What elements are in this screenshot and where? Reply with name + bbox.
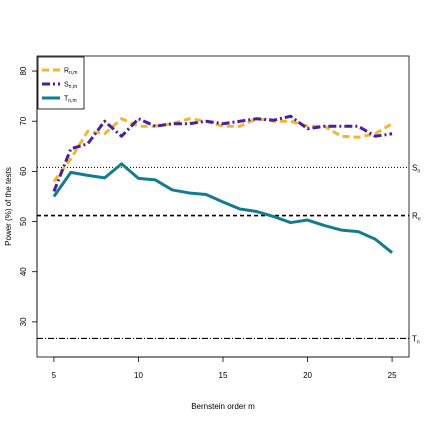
y-tick-label: 80 (19, 66, 28, 75)
x-axis: 5 10 15 20 25 (52, 356, 397, 380)
x-tick-label: 10 (134, 371, 143, 380)
series-lines (52, 114, 394, 254)
x-tick-label: 15 (219, 371, 228, 380)
series-line-s (52, 114, 393, 193)
y-tick-label: 70 (19, 116, 28, 125)
reference-label-s: Sn (412, 163, 420, 174)
y-tick-label: 40 (19, 267, 28, 276)
y-tick-label: 60 (19, 166, 28, 175)
legend-label-t: Tn,m (64, 96, 77, 105)
reference-lines: Sn Rn Tn (37, 163, 421, 345)
x-tick-label: 5 (52, 371, 57, 380)
series-line-t (52, 162, 394, 254)
x-tick-label: 25 (388, 371, 397, 380)
plot-frame (36, 55, 410, 358)
y-tick-label: 30 (19, 317, 28, 326)
y-axis: 30 40 50 60 70 80 (19, 66, 38, 326)
reference-label-r: Rn (412, 212, 421, 223)
y-axis-title: Power (%) of the tests (4, 167, 13, 246)
legend: Rn,m Sn,m Tn,m (37, 56, 85, 110)
legend-label-s: Sn,m (64, 82, 77, 91)
x-axis-title: Bernstein order m (191, 402, 255, 411)
legend-label-r: Rn,m (64, 68, 77, 77)
x-tick-label: 20 (303, 371, 312, 380)
y-tick-label: 50 (19, 217, 28, 226)
reference-label-t: Tn (412, 334, 420, 345)
series-line-r (52, 117, 393, 183)
